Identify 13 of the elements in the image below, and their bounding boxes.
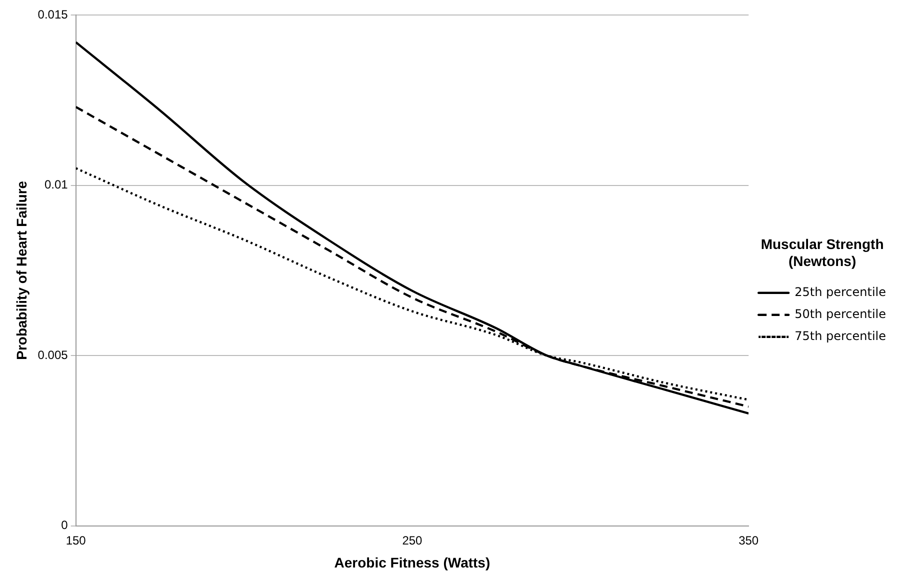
legend-label: 50th percentile <box>794 307 886 322</box>
x-tick-label: 350 <box>738 533 759 548</box>
x-tick-label: 250 <box>402 533 423 548</box>
x-tick-label: 150 <box>66 533 86 548</box>
y-tick-label: 0.01 <box>44 178 68 192</box>
y-axis-title: Probability of Heart Failure <box>13 180 30 360</box>
x-axis-title: Aerobic Fitness (Watts) <box>334 554 490 570</box>
y-tick-label: 0.005 <box>38 348 68 362</box>
legend-label: 25th percentile <box>794 285 886 300</box>
y-tick-label: 0.015 <box>38 7 68 22</box>
legend-title: Muscular Strength (Newtons) <box>760 236 884 269</box>
y-tick-label: 0 <box>61 518 68 532</box>
legend-label: 75th percentile <box>794 329 886 344</box>
